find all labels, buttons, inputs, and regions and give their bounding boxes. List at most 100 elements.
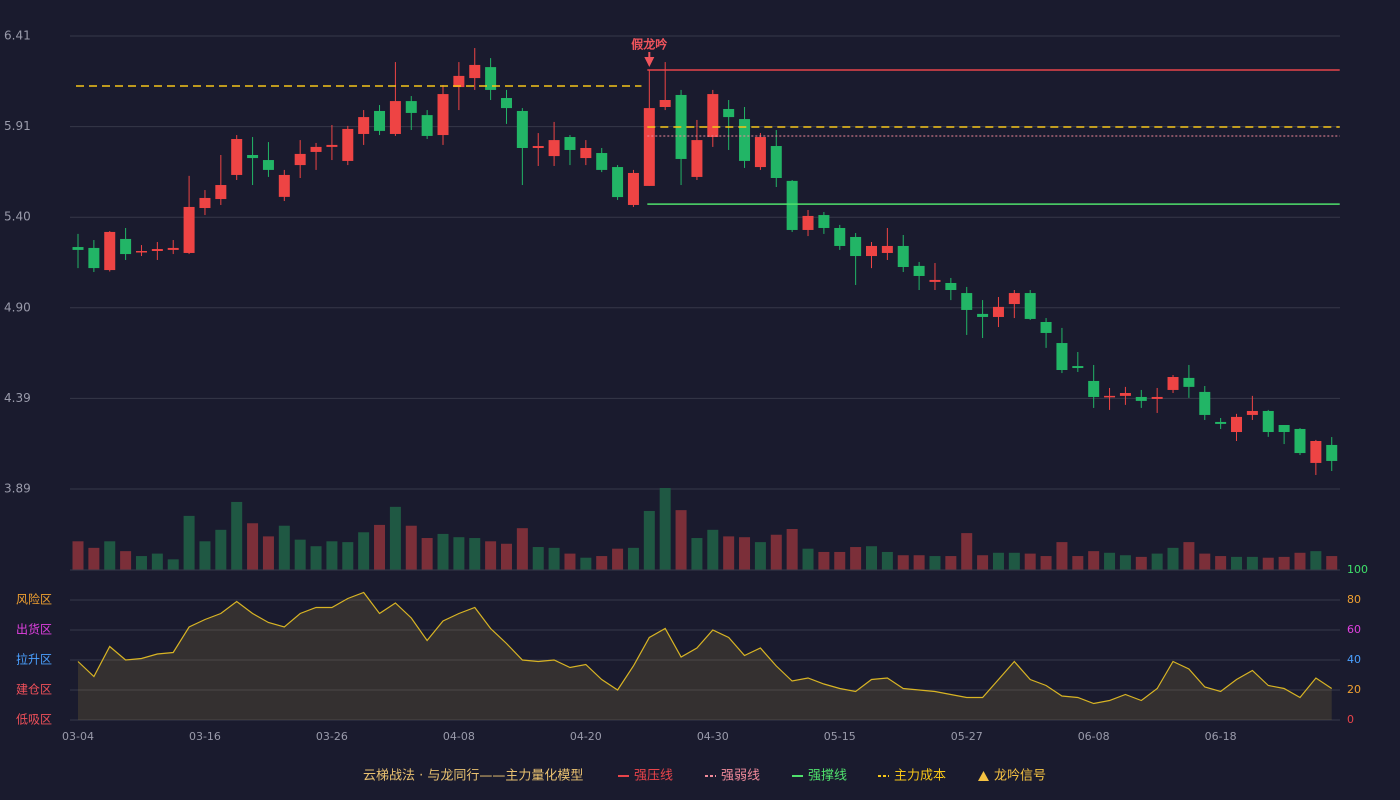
volume-bar [834, 551, 846, 570]
candle-body [1262, 410, 1274, 433]
candle-body [818, 215, 830, 228]
candle-body [120, 238, 132, 255]
candle-body [262, 160, 274, 170]
volume-bar [548, 547, 560, 570]
volume-bar [1104, 552, 1116, 570]
candle-body [135, 250, 147, 253]
candle-body [278, 174, 290, 197]
candle-body [1231, 416, 1243, 433]
candle-body [691, 140, 703, 177]
candle-body [977, 313, 989, 317]
candle-body [215, 185, 227, 200]
candle-body [548, 140, 560, 157]
candle-body [945, 282, 957, 291]
volume-bar [1088, 551, 1100, 570]
candle-body [1278, 425, 1290, 433]
annotation: 假龙吟 [631, 36, 667, 51]
candle-body [183, 206, 195, 253]
volume-bar [72, 541, 84, 570]
candle-body [358, 117, 370, 134]
candle-body [1104, 395, 1116, 398]
volume-bar [659, 488, 671, 570]
candle-body [199, 197, 211, 209]
volume-bar [421, 538, 433, 570]
candle-body [1072, 366, 1084, 369]
volume-bar [913, 555, 925, 570]
candle-body [929, 279, 941, 282]
legend-title: 云梯战法 · 与龙同行——主力量化模型 [363, 769, 583, 784]
volume-bar [1167, 547, 1179, 570]
y-tick-label: 6.41 [4, 29, 31, 43]
volume-bar [1199, 553, 1211, 570]
candle-body [961, 293, 973, 310]
volume-bar [881, 551, 893, 570]
volume-bar [1326, 556, 1338, 570]
candle-body [437, 94, 449, 136]
x-tick-label: 03-04 [62, 730, 94, 743]
candle-body [1056, 343, 1068, 370]
candle-body [485, 67, 497, 90]
candle-body [1183, 377, 1195, 387]
candle-body [374, 110, 386, 131]
volume-bar [231, 501, 243, 570]
y2-tick-label: 20 [1347, 683, 1361, 696]
candle-body [1215, 421, 1227, 424]
volume-bar [818, 551, 830, 570]
zone-label: 拉升区 [16, 652, 52, 667]
volume-bar [564, 553, 576, 570]
legend-label: 强压线 [634, 769, 673, 784]
indicator-area [78, 592, 1332, 720]
candle-body [1199, 391, 1211, 415]
volume-bar [500, 543, 512, 570]
candle-body [1024, 293, 1036, 319]
candle-body [532, 146, 544, 148]
x-tick-label: 03-16 [189, 730, 221, 743]
legend: 云梯战法 · 与龙同行——主力量化模型 强压线 强弱线 强撑线 主力成本 龙吟信号 [363, 768, 1046, 784]
y2-tick-label: 40 [1347, 653, 1361, 666]
candle-body [866, 245, 877, 257]
volume-bar [739, 537, 751, 570]
volume-bar [1310, 551, 1322, 570]
candle-body [421, 115, 433, 136]
volume-bar [1231, 556, 1243, 570]
y-tick-label: 5.40 [4, 210, 31, 224]
volume-bar [1183, 542, 1195, 570]
zone-label: 低吸区 [16, 713, 52, 727]
x-tick-label: 05-27 [951, 730, 983, 743]
candle-body [453, 75, 465, 88]
candle-body [1119, 393, 1131, 396]
volume-bar [469, 538, 481, 570]
candle-body [151, 249, 163, 251]
volume-bar [961, 533, 973, 570]
candle-body [802, 215, 814, 230]
y-tick-label: 4.39 [4, 391, 31, 405]
volume-bar [104, 541, 116, 570]
volume-bar [850, 547, 862, 570]
candle-body [770, 146, 782, 179]
legend-label: 强弱线 [721, 769, 760, 784]
volume-bar [389, 506, 401, 570]
zone-label: 风险区 [16, 592, 52, 607]
volume-bar [215, 529, 227, 570]
volume-bar [294, 539, 306, 570]
volume-bar [120, 551, 132, 570]
candle-body [596, 153, 608, 170]
volume-bar [754, 542, 766, 570]
volume-bar [247, 523, 259, 570]
volume-bar [151, 553, 163, 570]
y2-tick-label: 100 [1347, 563, 1368, 576]
volume-bar [262, 536, 274, 570]
volume-bar [342, 542, 354, 570]
candle-body [167, 247, 179, 250]
volume-bar [945, 556, 957, 570]
volume-bar [405, 525, 417, 570]
volume-bar [992, 552, 1004, 570]
volume-bar [1294, 552, 1306, 570]
volume-bar [866, 546, 877, 570]
volume-bar [929, 556, 941, 570]
volume-bar [1024, 553, 1036, 570]
candle-body [850, 236, 862, 257]
volume-bar [977, 555, 989, 570]
volume-bar [596, 556, 608, 570]
